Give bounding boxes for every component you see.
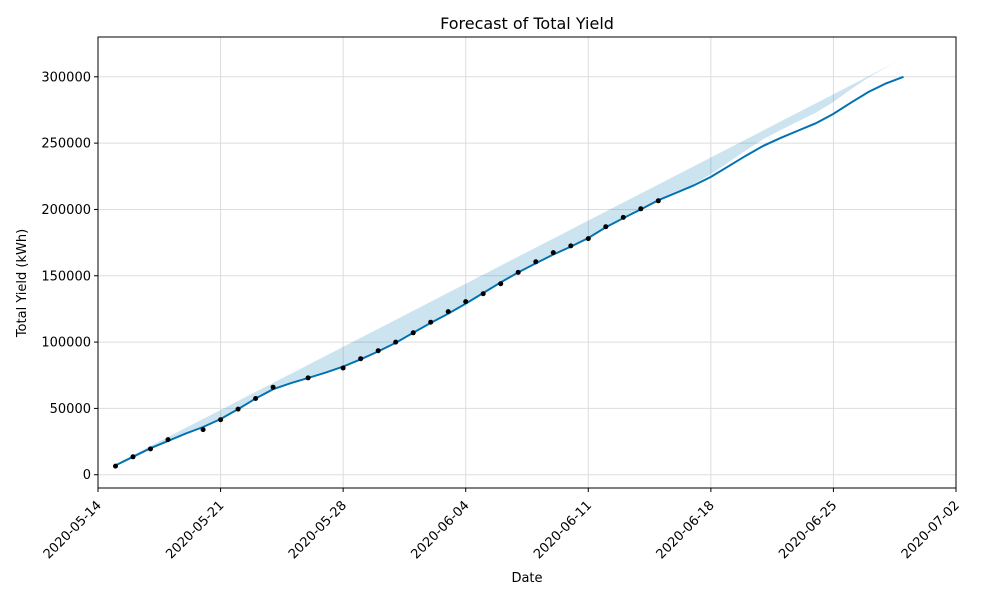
observed-point [585, 236, 591, 242]
uncertainty-band [115, 58, 904, 465]
grid [97, 37, 957, 488]
observed-point [130, 454, 136, 460]
observed-point [148, 446, 153, 452]
observed-point [410, 330, 416, 336]
observed-point [445, 309, 451, 315]
y-tick-label: 50000 [50, 402, 91, 417]
observed-point [375, 348, 381, 354]
y-tick-label: 100000 [41, 336, 91, 351]
observed-point [235, 406, 241, 412]
observed-point [428, 319, 434, 325]
x-axis-label: Date [511, 571, 542, 586]
observed-point [568, 243, 574, 249]
forecast-interval-area [115, 58, 904, 465]
x-tick-label: 2020-05-21 [163, 498, 227, 562]
x-tick-label: 2020-05-28 [286, 498, 350, 562]
observed-point [270, 384, 276, 390]
observed-point [200, 427, 206, 433]
y-tick-label: 150000 [41, 269, 91, 284]
y-tick-label: 300000 [41, 70, 91, 85]
y-tick-label: 250000 [41, 137, 91, 152]
y-tick-label: 200000 [41, 203, 91, 218]
forecast-series-line [115, 75, 904, 467]
observed-point [603, 224, 609, 230]
x-tick-label: 2020-05-14 [41, 498, 105, 562]
x-axis-ticks: 2020-05-14 2020-05-21 2020-05-28 2020-06-04… [41, 488, 963, 562]
x-tick-label: 2020-06-25 [776, 498, 840, 562]
observed-point [498, 281, 504, 287]
observed-point [218, 417, 224, 423]
observed-point [305, 375, 311, 381]
observed-point [515, 269, 521, 275]
observed-point [533, 259, 539, 265]
y-tick-label: 0 [83, 468, 91, 483]
observed-point [253, 396, 259, 401]
x-tick-label: 2020-06-04 [409, 498, 473, 562]
chart-title: Forecast of Total Yield [440, 14, 614, 33]
forecast-line [115, 75, 904, 467]
observed-point [393, 339, 399, 345]
observed-point [655, 198, 661, 204]
observed-point [620, 214, 626, 220]
x-tick-label: 2020-06-11 [531, 498, 595, 562]
x-tick-label: 2020-07-02 [899, 498, 963, 562]
y-axis-label: Total Yield (kWh) [15, 229, 30, 338]
observed-point [550, 250, 556, 256]
observed-point [358, 356, 364, 362]
plot-frame [97, 36, 957, 489]
x-tick-label: 2020-06-18 [654, 498, 718, 562]
observed-point [463, 299, 469, 305]
observed-points [113, 198, 661, 469]
y-axis-ticks: 0 50000 100000 150000 200000 250000 300000 [41, 70, 98, 483]
observed-point [480, 291, 486, 297]
observed-point [113, 463, 118, 469]
observed-point [340, 365, 346, 371]
observed-point [165, 437, 171, 443]
observed-point [638, 206, 644, 212]
